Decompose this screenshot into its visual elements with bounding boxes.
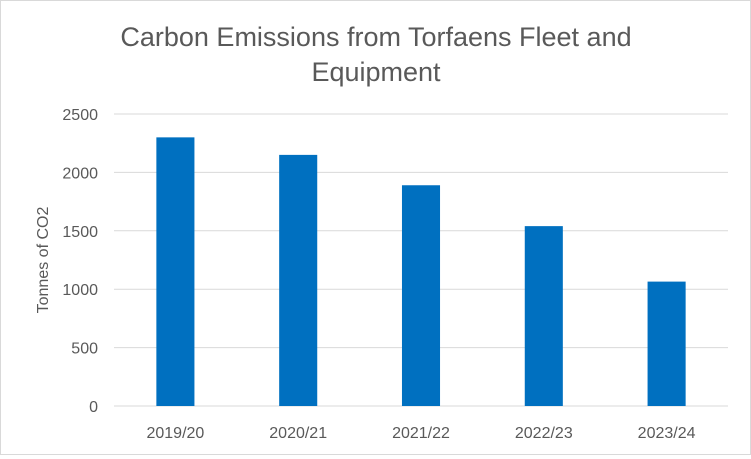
y-tick-label: 2000	[62, 165, 98, 182]
x-tick-label: 2019/20	[146, 425, 204, 442]
x-tick-labels: 2019/20 2020/21 2021/22 2022/23 2023/24	[146, 425, 695, 442]
chart-title-line-2: Equipment	[311, 57, 441, 87]
y-tick-label: 1000	[62, 282, 98, 299]
y-tick-label: 1500	[62, 224, 98, 241]
x-tick-label: 2020/21	[269, 425, 327, 442]
bar-2022-23	[524, 226, 563, 406]
x-tick-label: 2022/23	[515, 425, 573, 442]
x-tick-label: 2023/24	[638, 425, 696, 442]
bar-2020-21	[279, 154, 318, 406]
bar-2021-22	[401, 185, 441, 406]
bar-2019-20	[156, 137, 195, 407]
x-tick-label: 2021/22	[392, 425, 450, 442]
y-tick-label: 2500	[62, 107, 98, 124]
chart-title-line-1: Carbon Emissions from Torfaens Fleet and	[120, 22, 631, 52]
y-tick-labels: 0 500 1000 1500 2000 2500	[62, 107, 98, 416]
y-tick-label: 0	[89, 399, 98, 416]
bar-2023-24	[647, 281, 686, 406]
bars	[156, 137, 686, 407]
y-tick-label: 500	[71, 341, 98, 358]
y-axis-label: Tonnes of CO2	[35, 207, 52, 314]
